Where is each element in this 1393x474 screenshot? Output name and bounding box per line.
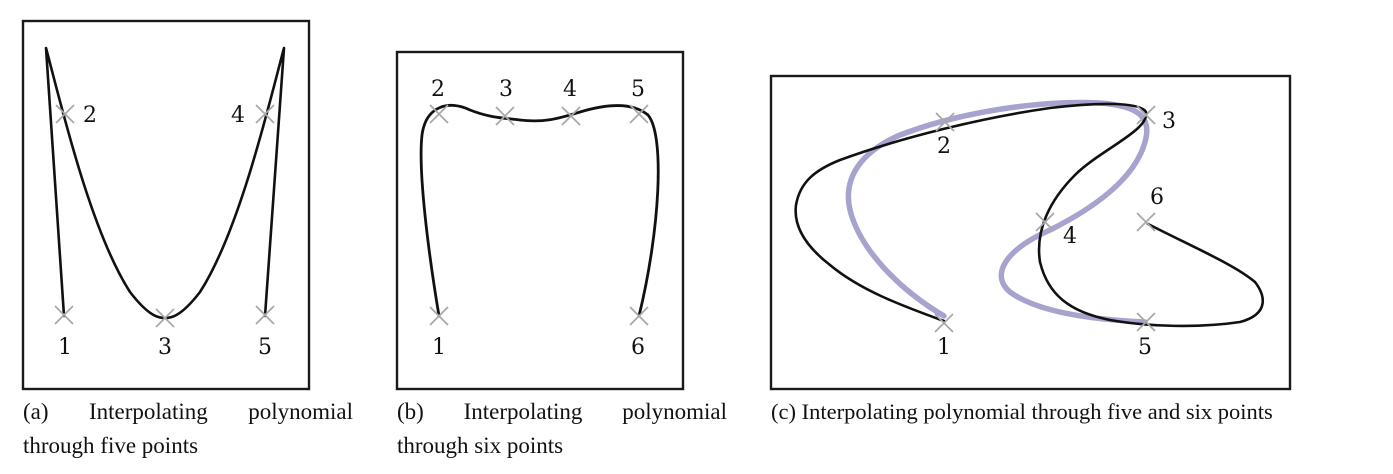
caption-word: (b) (397, 399, 424, 424)
caption-b: (b) Interpolating polynomial through six… (397, 395, 727, 463)
data-point-cross-icon (255, 104, 275, 124)
panel-b-data-points (429, 104, 649, 326)
panel-b-frame (395, 50, 685, 391)
data-point-cross-icon (1136, 212, 1156, 232)
data-point-cross-icon (629, 306, 649, 326)
panel-c-data-points (934, 105, 1156, 333)
data-point-cross-icon (255, 305, 275, 325)
point-label: 5 (631, 77, 645, 102)
panel-a-frame (21, 19, 311, 391)
panel-c-frame (769, 74, 1292, 391)
point-label: 5 (1138, 335, 1152, 360)
data-point-cross-icon (561, 106, 581, 126)
panel-c-six-point-curve (794, 102, 1265, 328)
panel-c: 1 2 3 4 5 6 (769, 74, 1292, 391)
data-point-cross-icon (155, 308, 175, 328)
data-point-cross-icon (1035, 212, 1055, 232)
point-label: 3 (1162, 109, 1176, 134)
point-label: 2 (431, 77, 445, 102)
data-point-cross-icon (429, 306, 449, 326)
data-point-cross-icon (1136, 105, 1156, 125)
data-point-cross-icon (55, 104, 75, 124)
panel-a: 1 2 3 4 5 (21, 19, 311, 391)
point-label: 1 (432, 335, 446, 360)
data-point-cross-icon (629, 104, 649, 124)
point-label: 2 (83, 103, 97, 128)
point-label: 6 (631, 335, 645, 360)
data-point-cross-icon (495, 106, 515, 126)
point-label: 1 (937, 335, 951, 360)
data-point-cross-icon (54, 305, 74, 325)
data-point-cross-icon (429, 104, 449, 124)
caption-word: Interpolating (463, 399, 583, 424)
point-label: 5 (258, 335, 272, 360)
point-label: 4 (563, 77, 577, 102)
point-label: 4 (231, 103, 245, 128)
panel-c-five-point-curve (845, 99, 1150, 325)
caption-word: polynomial (622, 399, 727, 424)
point-label: 2 (937, 134, 951, 159)
data-point-cross-icon (935, 112, 955, 132)
caption-c-line1: (c) Interpolating polynomial through fiv… (771, 399, 1273, 424)
data-point-cross-icon (1136, 312, 1156, 332)
panel-b: 1 2 3 4 5 6 (395, 50, 685, 391)
point-label: 6 (1150, 185, 1164, 210)
panel-a-polynomial-curve (44, 46, 286, 320)
point-label: 4 (1063, 224, 1077, 249)
panel-b-polynomial-curve (419, 103, 660, 318)
caption-word: polynomial (248, 399, 353, 424)
point-label: 3 (158, 335, 172, 360)
caption-a-line1: (a) Interpolating polynomial (23, 395, 353, 429)
caption-c: (c) Interpolating polynomial through fiv… (771, 395, 1387, 429)
data-point-cross-icon (934, 313, 954, 333)
caption-a: (a) Interpolating polynomial through fiv… (23, 395, 353, 463)
caption-a-line2: through five points (23, 433, 199, 458)
caption-word: (a) (23, 399, 49, 424)
point-label: 3 (499, 77, 513, 102)
caption-word: Interpolating (88, 399, 208, 424)
caption-b-line1: (b) Interpolating polynomial (397, 395, 727, 429)
caption-b-line2: through six points (397, 433, 564, 458)
panel-a-data-points (54, 104, 275, 328)
point-label: 1 (58, 335, 72, 360)
